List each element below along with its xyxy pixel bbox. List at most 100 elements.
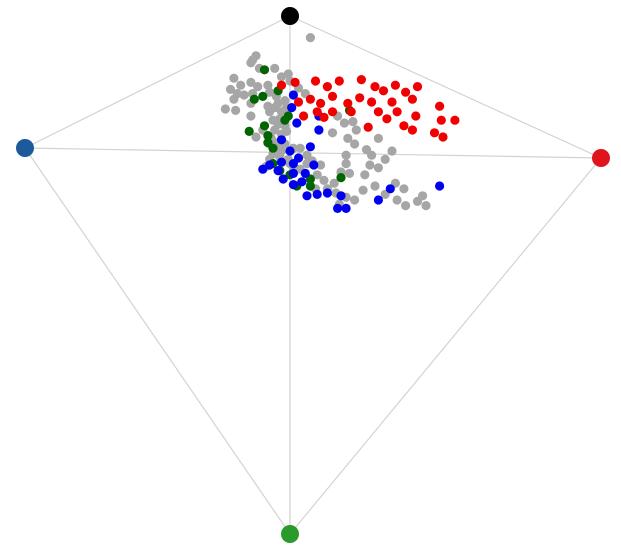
- point-gray-95: [370, 181, 380, 191]
- point-gray-13: [263, 80, 273, 90]
- edge-left-bottom: [24, 147, 291, 535]
- point-gray-24: [280, 96, 290, 106]
- point-red-34: [438, 132, 448, 142]
- point-red-32: [407, 125, 417, 135]
- point-blue-12: [273, 166, 283, 176]
- point-gray-10: [236, 80, 246, 90]
- point-gray-41: [282, 126, 292, 136]
- point-red-4: [334, 76, 344, 86]
- point-gray-12: [253, 82, 263, 92]
- point-blue-26: [435, 181, 445, 191]
- point-blue-20: [336, 191, 346, 201]
- point-gray-97: [350, 195, 360, 205]
- point-gray-0: [305, 33, 315, 43]
- point-red-9: [316, 98, 326, 108]
- point-blue-25: [385, 184, 395, 194]
- point-blue-18: [302, 191, 312, 201]
- point-red-30: [382, 114, 392, 124]
- point-blue-4: [292, 118, 302, 128]
- point-blue-1: [287, 103, 297, 113]
- point-gray-69: [339, 118, 349, 128]
- point-gray-27: [246, 111, 256, 121]
- point-red-24: [450, 115, 460, 125]
- point-gray-11: [246, 77, 256, 87]
- point-gray-9: [229, 73, 239, 83]
- point-green-6: [259, 121, 270, 131]
- point-gray-73: [343, 133, 353, 143]
- point-red-19: [387, 97, 397, 107]
- point-gray-16: [239, 90, 249, 100]
- point-green-2: [258, 91, 268, 101]
- point-gray-63: [329, 178, 339, 188]
- point-red-2: [310, 76, 321, 86]
- point-green-3: [249, 94, 259, 104]
- point-gray-84: [380, 154, 390, 164]
- point-blue-15: [297, 177, 307, 187]
- point-gray-61: [312, 170, 322, 180]
- point-red-20: [435, 101, 445, 111]
- point-gray-86: [373, 133, 383, 143]
- point-red-12: [355, 93, 365, 103]
- point-blue-19: [312, 189, 322, 199]
- edge-right-bottom: [289, 157, 602, 535]
- point-gray-72: [351, 125, 361, 135]
- point-blue-3: [314, 125, 324, 135]
- point-blue-6: [285, 146, 295, 156]
- anchor-left: [16, 139, 34, 157]
- point-gray-39: [251, 132, 261, 142]
- point-gray-20: [229, 94, 239, 104]
- point-red-5: [356, 75, 366, 85]
- point-gray-85: [387, 146, 397, 156]
- edge-left-right: [24, 147, 602, 159]
- point-red-21: [392, 107, 402, 117]
- point-gray-77: [344, 168, 355, 178]
- point-red-35: [363, 122, 373, 132]
- anchor-bottom: [281, 525, 299, 543]
- anchor-right: [592, 149, 610, 167]
- point-blue-28: [288, 168, 298, 178]
- point-blue-14: [309, 160, 319, 170]
- dimension-anchors: [16, 7, 610, 543]
- point-green-8: [263, 131, 273, 141]
- point-gray-14: [225, 84, 236, 94]
- point-gray-83: [373, 163, 383, 173]
- point-gray-5: [270, 63, 280, 73]
- point-gray-80: [367, 150, 377, 160]
- point-blue-23: [341, 203, 351, 213]
- point-gray-68: [327, 128, 338, 138]
- point-red-22: [411, 111, 421, 121]
- point-blue-22: [333, 203, 343, 213]
- point-gray-3: [246, 58, 256, 68]
- point-red-3: [322, 82, 332, 92]
- point-gray-62: [319, 175, 329, 185]
- point-gray-88: [399, 184, 409, 194]
- point-blue-21: [322, 188, 332, 198]
- anchor-edges: [24, 15, 602, 535]
- point-blue-7: [305, 142, 315, 152]
- point-gray-82: [360, 170, 370, 180]
- point-gray-60: [302, 150, 312, 160]
- point-red-13: [367, 97, 377, 107]
- point-gray-18: [265, 87, 275, 97]
- edge-top-right: [289, 15, 602, 159]
- point-red-25: [312, 107, 322, 117]
- data-points: [220, 33, 460, 213]
- point-gray-26: [231, 105, 241, 115]
- point-red-10: [327, 91, 338, 101]
- point-red-29: [299, 111, 309, 121]
- point-red-31: [399, 121, 409, 131]
- point-gray-93: [421, 201, 431, 211]
- point-gray-74: [350, 139, 360, 149]
- point-red-33: [429, 128, 440, 138]
- point-gray-25: [220, 104, 230, 114]
- point-gray-49: [295, 143, 305, 153]
- point-red-8: [305, 94, 315, 104]
- point-green-0: [259, 65, 270, 75]
- point-blue-27: [258, 164, 268, 174]
- point-red-27: [346, 107, 356, 117]
- point-gray-91: [401, 201, 411, 211]
- anchor-top: [281, 7, 299, 25]
- point-gray-81: [365, 160, 375, 170]
- point-gray-7: [276, 72, 287, 82]
